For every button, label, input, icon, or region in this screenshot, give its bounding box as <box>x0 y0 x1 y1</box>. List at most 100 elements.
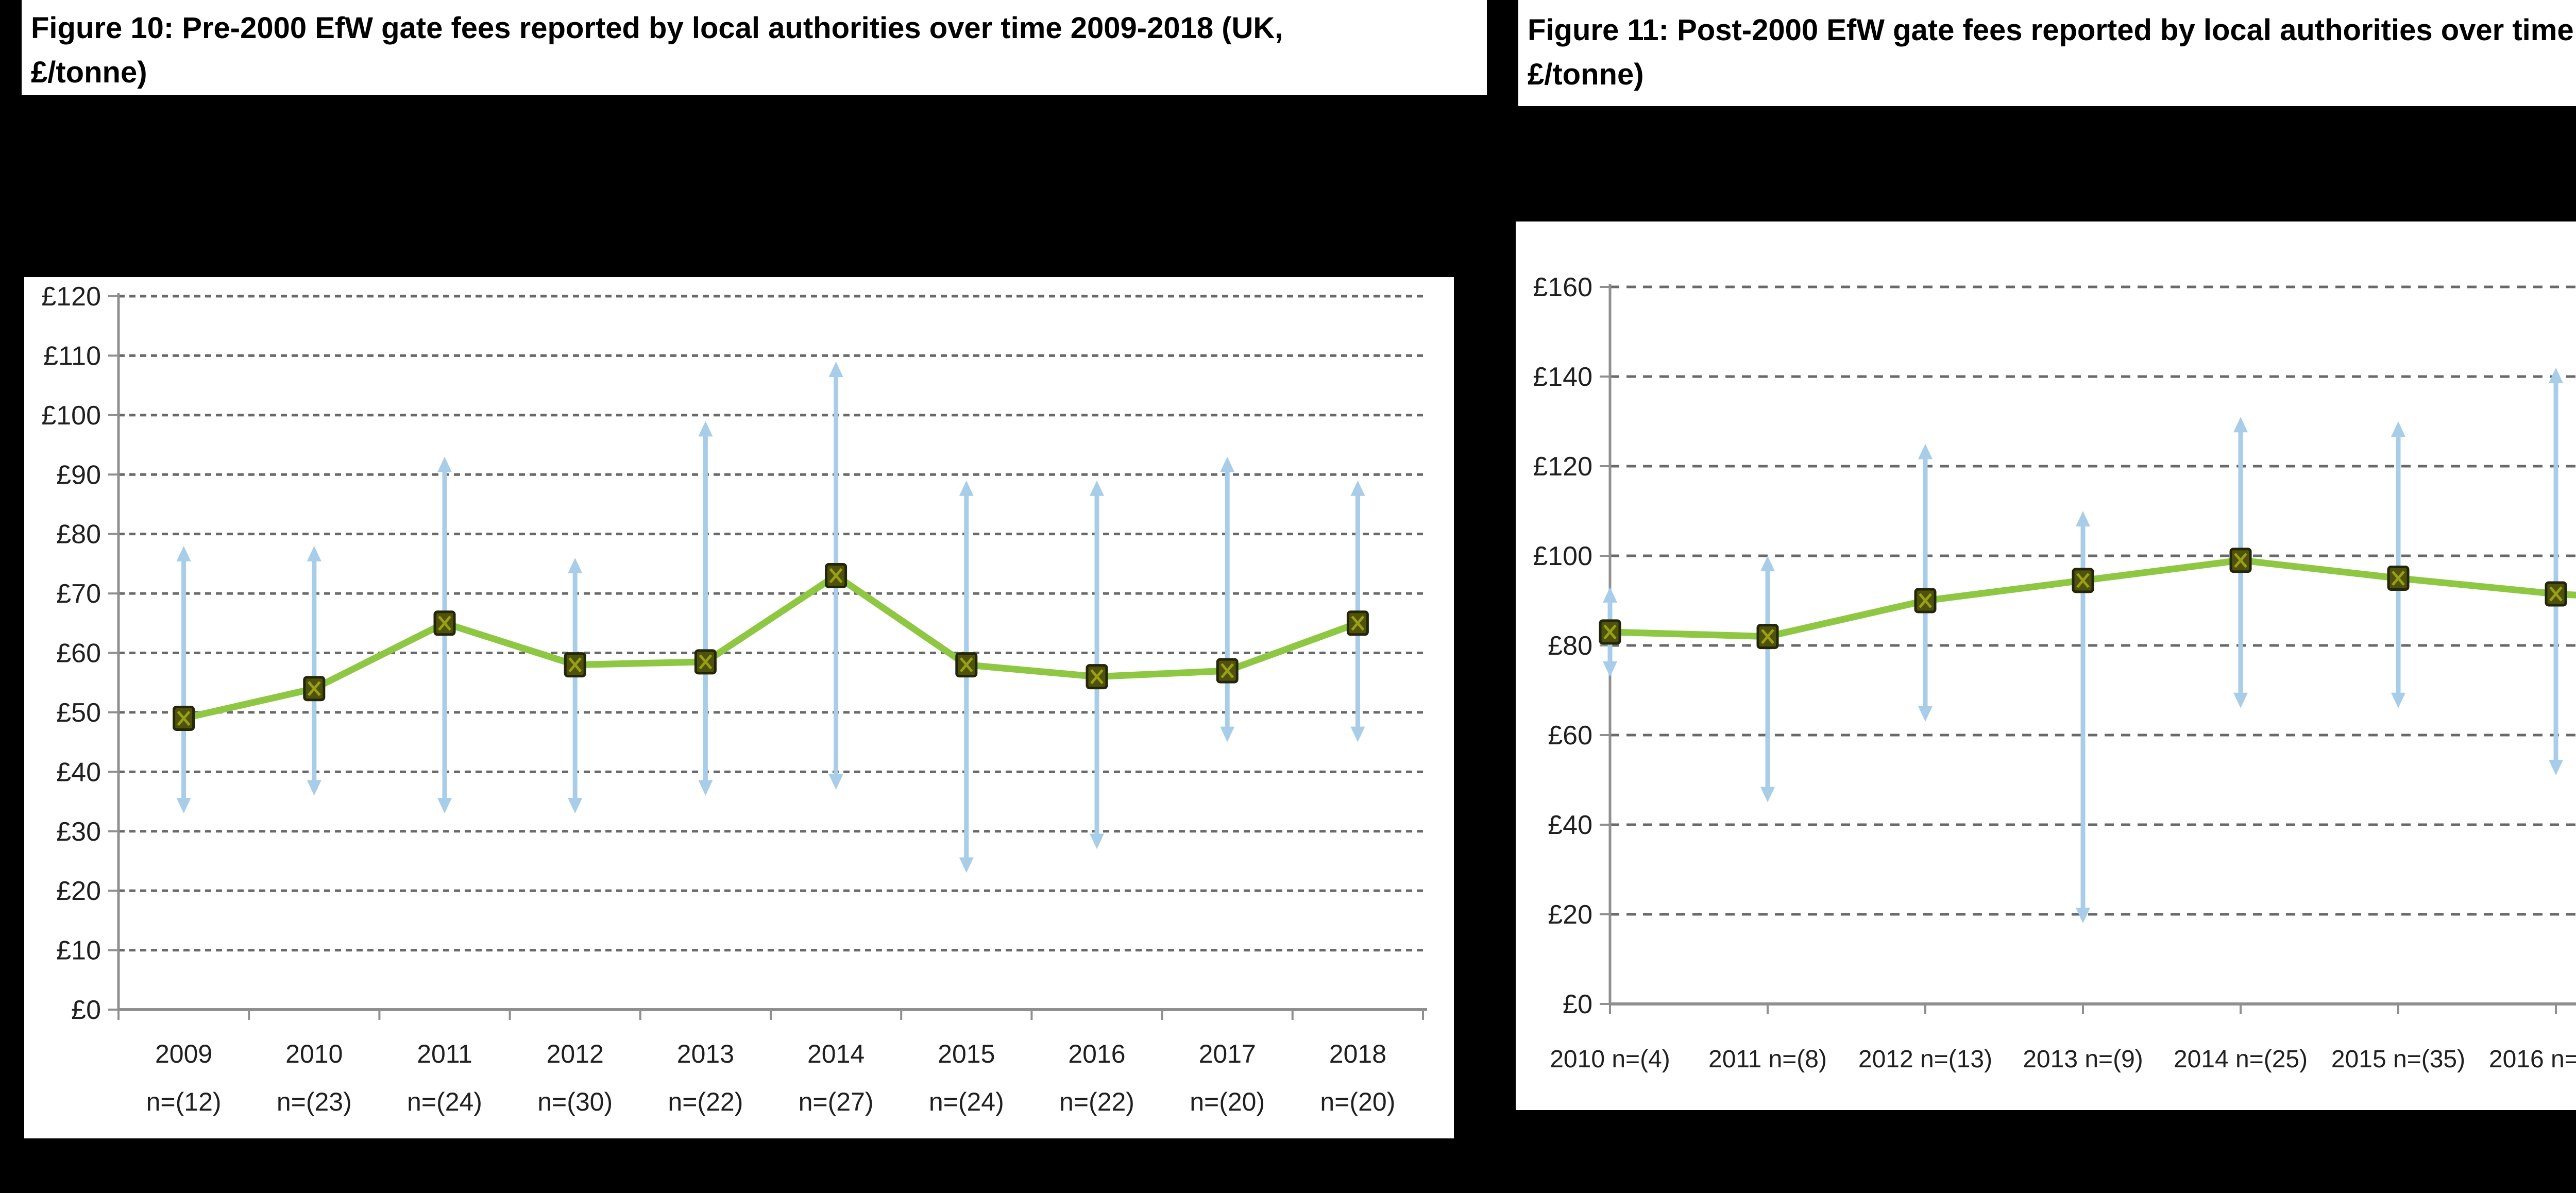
y-axis-label: £80 <box>56 520 101 550</box>
x-axis-label: 2009 <box>155 1039 212 1068</box>
x-axis-label: 2012 <box>547 1039 604 1068</box>
range-arrow-head-up <box>959 480 974 496</box>
data-point-marker-cross <box>1090 669 1104 685</box>
data-point-marker-cross <box>699 654 713 670</box>
figure11-title-line1: Figure 11: Post-2000 EfW gate fees repor… <box>1528 13 2576 47</box>
x-axis-sublabel: n=(20) <box>1320 1087 1395 1116</box>
x-axis-label: 2012 n=(13) <box>1858 1046 1992 1073</box>
x-axis-label: 2016 <box>1068 1039 1125 1068</box>
x-axis-sublabel: n=(22) <box>668 1087 743 1116</box>
x-axis-sublabel: n=(12) <box>146 1087 222 1116</box>
figure11-chart-card: £0 £20 £40 £60 £80 £100 £120 £140 £160 2010 n=(4)… <box>1516 221 2576 1110</box>
x-axis-sublabel: n=(24) <box>929 1087 1004 1116</box>
range-arrow-head-down <box>2076 908 2090 924</box>
range-arrow-head-up <box>1090 480 1104 496</box>
y-axis-label: £90 <box>56 460 101 490</box>
data-point-marker-cross <box>2076 573 2090 588</box>
range-arrow-head-up <box>828 361 843 377</box>
range-arrow-head-up <box>2233 417 2248 433</box>
median-line <box>180 572 1361 722</box>
data-point-marker-cross <box>1603 624 1617 640</box>
y-axis-label: £140 <box>1533 362 1592 392</box>
y-axis-label: £60 <box>1548 721 1592 751</box>
range-arrow-head-down <box>1090 833 1104 849</box>
data-point-marker-cross <box>568 657 582 673</box>
y-axis-label: £30 <box>56 817 101 847</box>
y-axis-label: £120 <box>1533 452 1592 482</box>
data-point-marker-cross <box>1221 663 1234 678</box>
y-axis-label: £0 <box>71 995 101 1025</box>
range-arrow-head-down <box>1760 787 1775 803</box>
range-arrow-head-down <box>568 798 583 814</box>
range-arrow-head-down <box>1918 706 1933 722</box>
figure10-chart-card: £0 £10 £20 £30 £40 £50 £60 £70 £80 £90 £100 £110 £12… <box>24 277 1454 1138</box>
data-point-marker-cross <box>2549 586 2563 602</box>
x-axis-label: 2011 n=(8) <box>1708 1046 1827 1073</box>
y-axis-label: £40 <box>1548 810 1592 840</box>
range-arrow-head-down <box>1603 661 1617 677</box>
y-axis-label: £50 <box>56 698 101 728</box>
data-point-marker-cross <box>2234 553 2247 568</box>
range-arrow-head-down <box>1350 726 1365 742</box>
range-arrow-head-up <box>1220 456 1235 472</box>
data-point-marker-cross <box>307 681 321 696</box>
x-axis-sublabel: n=(20) <box>1190 1087 1265 1116</box>
data-point-marker-cross <box>1761 628 1774 644</box>
y-axis-label: £100 <box>1533 541 1592 571</box>
data-point-marker-cross <box>2392 570 2405 586</box>
data-point-marker-cross <box>177 710 191 726</box>
range-arrow-head-up <box>568 557 583 573</box>
figure11-title-card: Figure 11: Post-2000 EfW gate fees repor… <box>1518 0 2576 106</box>
range-arrow-head-down <box>2391 692 2405 708</box>
range-arrow-head-down <box>828 774 843 790</box>
x-axis-label: 2018 <box>1329 1039 1386 1068</box>
figure10-title-line2: £/tonne) <box>31 56 147 89</box>
figure11-line-chart: £0 £20 £40 £60 £80 £100 £120 £140 £160 2010 n=(4)… <box>1533 272 2576 1073</box>
y-axis-label: £20 <box>56 876 101 906</box>
y-axis-label: £110 <box>43 341 101 371</box>
x-axis-label: 2015 n=(35) <box>2331 1046 2465 1073</box>
range-arrow-head-down <box>307 780 321 796</box>
range-arrow-head-up <box>2391 421 2405 437</box>
range-arrow-head-up <box>2076 511 2090 526</box>
x-axis-label: 2014 n=(25) <box>2174 1046 2308 1073</box>
x-axis-sublabel: n=(24) <box>407 1087 482 1116</box>
x-axis-sublabel: n=(27) <box>799 1087 874 1116</box>
x-axis-label: 2016 n=(34) <box>2489 1046 2576 1073</box>
y-axis-label: £0 <box>1563 990 1592 1019</box>
range-arrow-head-up <box>1350 480 1365 496</box>
y-axis-label: £160 <box>1533 272 1592 302</box>
x-axis-label: 2014 <box>807 1039 865 1068</box>
data-point-marker-cross <box>1919 593 1932 608</box>
range-arrow-head-down <box>698 780 713 796</box>
range-arrow-head-up <box>307 546 321 561</box>
x-axis-label: 2013 n=(9) <box>2023 1046 2143 1073</box>
x-axis-label: 2010 <box>285 1039 343 1068</box>
x-axis-label: 2013 <box>677 1039 734 1068</box>
figure10-title-line1: Figure 10: Pre-2000 EfW gate fees report… <box>31 11 1283 45</box>
range-arrow-head-down <box>176 798 191 814</box>
range-arrow-head-down <box>2233 692 2248 708</box>
y-axis-label: £20 <box>1548 900 1592 930</box>
data-point-marker-cross <box>1351 616 1365 631</box>
figure11-title-line2: £/tonne) <box>1528 58 1644 91</box>
range-arrow-head-down <box>1220 726 1235 742</box>
y-axis-label: £70 <box>56 579 101 609</box>
y-axis-label: £120 <box>41 282 101 312</box>
data-point-marker-cross <box>959 657 973 673</box>
x-axis-sublabel: n=(23) <box>277 1087 352 1116</box>
x-axis-sublabel: n=(30) <box>537 1087 613 1116</box>
y-axis-label: £100 <box>41 401 101 431</box>
range-arrow-head-up <box>698 421 713 437</box>
range-arrow-head-up <box>1760 556 1775 571</box>
x-axis-sublabel: n=(22) <box>1059 1087 1134 1116</box>
y-axis-label: £80 <box>1548 631 1592 661</box>
y-axis-label: £10 <box>56 936 101 966</box>
x-axis-label: 2015 <box>938 1039 995 1068</box>
x-axis-label: 2010 n=(4) <box>1550 1046 1670 1073</box>
range-arrow-head-up <box>176 546 191 561</box>
range-arrow-head-down <box>2549 760 2563 776</box>
data-point-marker-cross <box>438 616 451 631</box>
figure10-title-card: Figure 10: Pre-2000 EfW gate fees report… <box>22 0 1487 95</box>
